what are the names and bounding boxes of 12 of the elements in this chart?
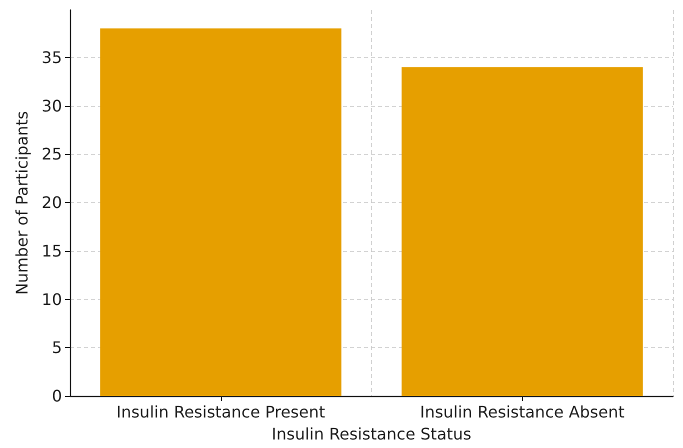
y-tick-label: 30 xyxy=(42,96,62,116)
y-tick-label: 35 xyxy=(42,48,62,67)
y-axis-title: Number of Participants xyxy=(12,111,32,295)
x-tick-label: Insulin Resistance Present xyxy=(116,402,326,422)
x-tick-label: Insulin Resistance Absent xyxy=(420,402,624,422)
y-tick-label: 0 xyxy=(52,386,62,406)
y-tick-label: 15 xyxy=(42,241,62,260)
x-axis-title: Insulin Resistance Status xyxy=(272,424,472,444)
y-tick-label: 10 xyxy=(42,290,62,309)
y-tick-label: 20 xyxy=(42,193,62,212)
y-tick-label: 5 xyxy=(52,338,62,358)
y-tick-label: 25 xyxy=(42,144,62,164)
